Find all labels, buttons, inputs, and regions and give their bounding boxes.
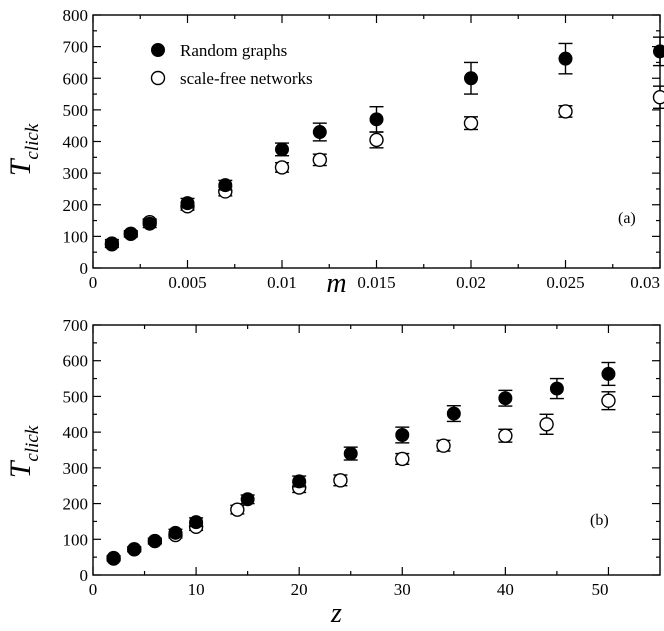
data-point: [499, 429, 512, 442]
data-point: [499, 392, 512, 405]
x-tick-label: 0.025: [546, 273, 584, 292]
data-point: [540, 418, 553, 431]
y-tick-label: 300: [63, 459, 89, 478]
y-tick-label: 0: [80, 259, 89, 278]
data-point: [148, 535, 161, 548]
data-point: [396, 452, 409, 465]
y-tick-label: 300: [63, 164, 89, 183]
x-tick-label: 0.01: [267, 273, 297, 292]
y-axis-label: Tclick: [4, 123, 43, 176]
y-axis-label-sub: click: [22, 123, 43, 159]
x-tick-label: 40: [497, 580, 514, 599]
data-point: [654, 91, 664, 104]
y-tick-label: 600: [63, 352, 89, 371]
data-point: [313, 153, 326, 166]
data-point: [241, 493, 254, 506]
data-point: [370, 133, 383, 146]
data-point: [559, 105, 572, 118]
legend-marker: [152, 44, 165, 57]
y-tick-label: 500: [63, 101, 89, 120]
legend-label: scale-free networks: [180, 69, 313, 88]
x-tick-label: 20: [291, 580, 308, 599]
data-point: [465, 117, 478, 130]
panel-label: (b): [590, 512, 609, 529]
data-point: [231, 503, 244, 516]
data-point: [559, 52, 572, 65]
series-scale-free: [107, 392, 616, 565]
panel-a: 0 0.005 0.01 0.015 0.02 0.025 0.03 0 100 200 300 40…: [4, 6, 664, 299]
x-tick-label: 0.03: [630, 273, 660, 292]
data-point: [447, 407, 460, 420]
data-point: [128, 543, 141, 556]
data-point: [370, 113, 383, 126]
x-tick-label: 0.02: [456, 273, 486, 292]
y-tick-label: 800: [63, 6, 89, 25]
data-point: [169, 526, 182, 539]
data-point: [190, 516, 203, 529]
data-point: [276, 143, 289, 156]
data-point: [654, 45, 664, 58]
x-tick-label: 50: [591, 580, 608, 599]
data-point: [550, 382, 563, 395]
data-point: [293, 475, 306, 488]
y-tick-label: 500: [63, 387, 89, 406]
y-tick-label: 100: [63, 530, 89, 549]
data-point: [602, 367, 615, 380]
x-axis-label: m: [326, 268, 346, 299]
y-tick-label: 200: [63, 495, 89, 514]
data-point: [344, 447, 357, 460]
x-tick-label: 0: [89, 580, 98, 599]
y-tick-label: 200: [63, 196, 89, 215]
data-point: [124, 227, 137, 240]
data-point: [143, 217, 156, 230]
x-tick-label: 0.015: [357, 273, 395, 292]
y-axis-label-sub: click: [22, 425, 43, 461]
panel-label: (a): [618, 210, 636, 227]
x-tick-label: 10: [188, 580, 205, 599]
legend-label: Random graphs: [180, 41, 287, 60]
y-tick-label: 700: [63, 316, 89, 335]
series-scale-free: [105, 86, 664, 251]
legend-marker: [152, 72, 165, 85]
y-tick-label: 700: [63, 38, 89, 57]
series-random: [107, 363, 616, 565]
data-point: [465, 72, 478, 85]
data-point: [219, 179, 232, 192]
data-point: [276, 161, 289, 174]
data-point: [602, 394, 615, 407]
x-tick-label: 0.005: [168, 273, 206, 292]
y-tick-label: 600: [63, 69, 89, 88]
x-tick-label: 30: [394, 580, 411, 599]
legend: Random graphs scale-free networks: [152, 41, 313, 88]
y-tick-label: 100: [63, 227, 89, 246]
data-point: [334, 474, 347, 487]
y-tick-label: 400: [63, 133, 89, 152]
data-point: [437, 439, 450, 452]
data-point: [181, 197, 194, 210]
x-axis-label: z: [330, 598, 342, 626]
data-point: [105, 237, 118, 250]
x-tick-label: 0: [89, 273, 98, 292]
data-point: [396, 429, 409, 442]
data-point: [313, 126, 326, 139]
y-tick-label: 0: [80, 566, 89, 585]
data-point: [107, 551, 120, 564]
y-axis-label: Tclick: [4, 425, 43, 478]
y-tick-label: 400: [63, 423, 89, 442]
